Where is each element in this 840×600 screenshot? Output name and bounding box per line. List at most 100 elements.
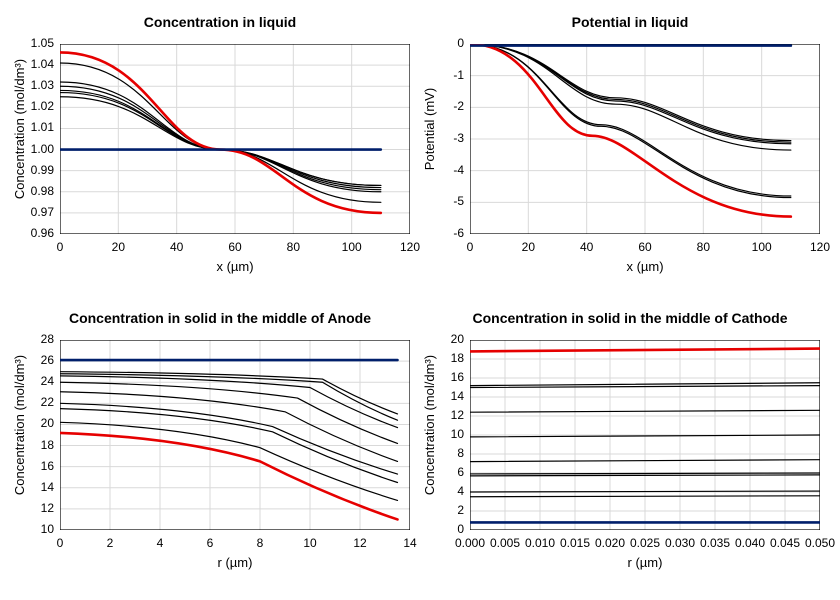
y-tick-label: 1.02 (12, 99, 54, 113)
y-tick-label: 2 (422, 503, 464, 517)
x-tick-label: 0.010 (520, 536, 560, 550)
y-tick-label: 4 (422, 484, 464, 498)
series-black (60, 93, 381, 186)
y-tick-label: 18 (422, 351, 464, 365)
series-black (60, 97, 381, 186)
y-tick-label: 1.03 (12, 78, 54, 92)
y-tick-label: 0 (422, 36, 464, 50)
series-black (470, 496, 820, 497)
x-tick-label: 100 (332, 240, 372, 254)
x-axis-label: r (µm) (60, 555, 410, 570)
y-tick-label: 18 (12, 438, 54, 452)
y-tick-label: 1.01 (12, 120, 54, 134)
x-tick-label: 6 (190, 536, 230, 550)
plot-area (60, 340, 410, 530)
x-tick-label: 0.030 (660, 536, 700, 550)
y-tick-label: -5 (422, 194, 464, 208)
y-tick-label: 24 (12, 374, 54, 388)
x-tick-label: 12 (340, 536, 380, 550)
y-tick-label: 22 (12, 395, 54, 409)
y-tick-label: 0.99 (12, 163, 54, 177)
x-tick-label: 0.040 (730, 536, 770, 550)
x-tick-label: 10 (290, 536, 330, 550)
y-tick-label: 8 (422, 446, 464, 460)
series-black (60, 86, 381, 189)
x-tick-label: 4 (140, 536, 180, 550)
chart-title: Concentration in solid in the middle of … (420, 310, 840, 326)
series-black (60, 422, 398, 500)
x-tick-label: 60 (215, 240, 255, 254)
y-tick-label: 14 (422, 389, 464, 403)
chart-panel: Concentration in liquidConcentration (mo… (10, 14, 430, 274)
x-axis-label: x (µm) (60, 259, 410, 274)
y-tick-label: 1.04 (12, 57, 54, 71)
y-tick-label: 16 (12, 459, 54, 473)
y-tick-label: 28 (12, 332, 54, 346)
x-tick-label: 100 (742, 240, 782, 254)
series-black (470, 44, 791, 198)
chart-panel: Potential in liquidPotential (mV)x (µm)0… (420, 14, 840, 274)
x-tick-label: 80 (683, 240, 723, 254)
y-tick-label: -1 (422, 68, 464, 82)
y-tick-label: 10 (422, 427, 464, 441)
series-red (60, 52, 381, 212)
y-tick-label: 0 (422, 522, 464, 536)
y-tick-label: 1.00 (12, 142, 54, 156)
x-tick-label: 0.035 (695, 536, 735, 550)
y-tick-label: 0.97 (12, 205, 54, 219)
x-tick-label: 0.025 (625, 536, 665, 550)
y-tick-label: -3 (422, 131, 464, 145)
y-tick-label: 26 (12, 353, 54, 367)
y-tick-label: 0.98 (12, 184, 54, 198)
x-tick-label: 0.005 (485, 536, 525, 550)
y-tick-label: 20 (12, 416, 54, 430)
x-tick-label: 0 (40, 536, 80, 550)
x-tick-label: 120 (800, 240, 840, 254)
x-tick-label: 0 (40, 240, 80, 254)
y-tick-label: -4 (422, 163, 464, 177)
plot-area (470, 44, 820, 234)
series-black (60, 90, 381, 187)
x-tick-label: 80 (273, 240, 313, 254)
y-tick-label: -6 (422, 226, 464, 240)
series-black (470, 475, 820, 476)
x-tick-label: 20 (98, 240, 138, 254)
chart-title: Concentration in liquid (10, 14, 430, 30)
x-tick-label: 8 (240, 536, 280, 550)
x-tick-label: 20 (508, 240, 548, 254)
y-tick-label: 0.96 (12, 226, 54, 240)
chart-panel: Concentration in solid in the middle of … (420, 310, 840, 570)
y-tick-label: 1.05 (12, 36, 54, 50)
chart-title: Concentration in solid in the middle of … (10, 310, 430, 326)
y-tick-label: 16 (422, 370, 464, 384)
chart-title: Potential in liquid (420, 14, 840, 30)
plot-area (470, 340, 820, 530)
y-tick-label: 20 (422, 332, 464, 346)
x-tick-label: 0.050 (800, 536, 840, 550)
y-axis-label: Concentration (mol/dm³) (422, 345, 437, 505)
series-black (60, 82, 381, 192)
series-black (60, 403, 398, 474)
x-tick-label: 0.020 (590, 536, 630, 550)
grid (470, 44, 820, 234)
x-tick-label: 40 (157, 240, 197, 254)
x-axis-label: x (µm) (470, 259, 820, 274)
x-tick-label: 40 (567, 240, 607, 254)
y-tick-label: -2 (422, 99, 464, 113)
y-tick-label: 12 (422, 408, 464, 422)
chart-grid: Concentration in liquid Concentration (mo… (0, 0, 840, 600)
y-tick-label: 6 (422, 465, 464, 479)
x-tick-label: 0 (450, 240, 490, 254)
plot-area (60, 44, 410, 234)
x-tick-label: 2 (90, 536, 130, 550)
series-black (60, 372, 398, 414)
series-black (470, 44, 791, 196)
x-tick-label: 60 (625, 240, 665, 254)
x-tick-label: 0.045 (765, 536, 805, 550)
y-tick-label: 14 (12, 480, 54, 494)
y-tick-label: 12 (12, 501, 54, 515)
grid (60, 44, 410, 234)
series-black (60, 392, 398, 462)
x-tick-label: 0.015 (555, 536, 595, 550)
x-tick-label: 0.000 (450, 536, 490, 550)
